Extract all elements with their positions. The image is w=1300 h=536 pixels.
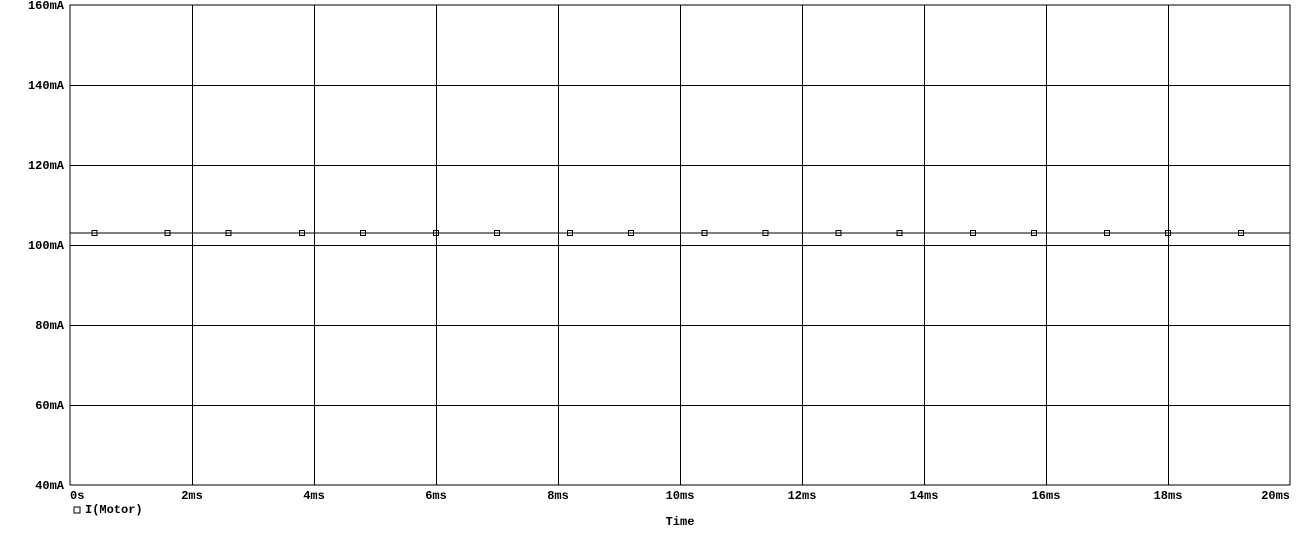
x-tick-label: 14ms (910, 489, 939, 503)
x-tick-labels: 0s 2ms 4ms 6ms 8ms 10ms 12ms 14ms 16ms 18ms 20ms (70, 489, 1290, 503)
y-tick-label: 140mA (28, 79, 65, 93)
legend-marker (74, 507, 80, 513)
y-tick-label: 120mA (28, 159, 65, 173)
y-tick-label: 160mA (28, 0, 65, 13)
y-tick-label: 100mA (28, 239, 65, 253)
x-tick-label: 20ms (1261, 489, 1290, 503)
chart-container: 40mA 60mA 80mA 100mA 120mA 140mA 160mA 0s 2ms 4m… (0, 0, 1300, 536)
y-tick-label: 80mA (35, 319, 65, 333)
legend: I(Motor) (74, 503, 143, 517)
x-tick-label: 0s (70, 489, 84, 503)
x-tick-label: 10ms (666, 489, 695, 503)
y-tick-label: 60mA (35, 399, 65, 413)
legend-label: I(Motor) (85, 503, 143, 517)
plot-svg: 40mA 60mA 80mA 100mA 120mA 140mA 160mA 0s 2ms 4m… (0, 0, 1300, 536)
x-axis-title: Time (666, 515, 695, 529)
x-tick-label: 12ms (788, 489, 817, 503)
x-tick-label: 2ms (181, 489, 203, 503)
x-tick-label: 8ms (547, 489, 569, 503)
y-tick-labels: 40mA 60mA 80mA 100mA 120mA 140mA 160mA (28, 0, 65, 493)
grid (70, 5, 1290, 485)
x-tick-label: 18ms (1154, 489, 1183, 503)
y-tick-label: 40mA (35, 479, 65, 493)
x-tick-label: 6ms (425, 489, 447, 503)
x-tick-label: 4ms (303, 489, 325, 503)
x-tick-label: 16ms (1032, 489, 1061, 503)
